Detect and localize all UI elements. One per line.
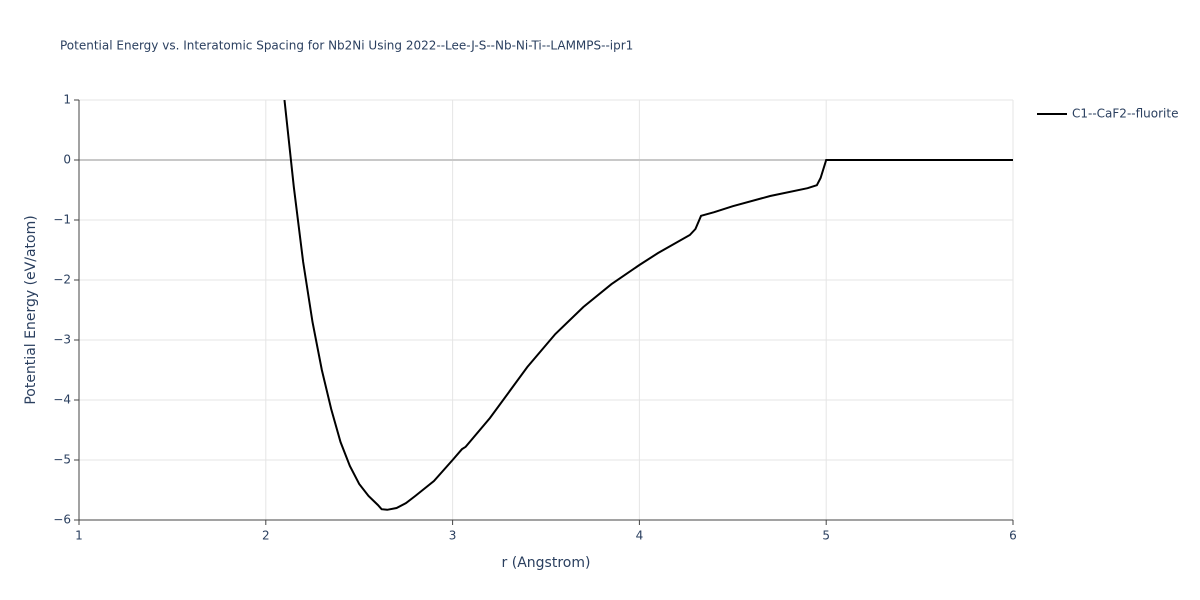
y-tick-label: −6 — [53, 513, 71, 527]
x-tick-label: 6 — [1009, 529, 1017, 543]
y-tick-label: −3 — [53, 333, 71, 347]
line — [283, 100, 1013, 511]
legend-label: C1--CaF2--fluorite — [1072, 107, 1178, 121]
y-tick-label: −1 — [53, 213, 71, 227]
x-axis-label: r (Angstrom) — [502, 555, 591, 571]
x-tick-label: 1 — [75, 529, 83, 543]
x-tick-label: 5 — [822, 529, 830, 543]
y-tick-label: 1 — [63, 93, 71, 107]
y-tick-label: −2 — [53, 273, 71, 287]
y-tick-label: −4 — [53, 393, 71, 407]
x-tick-label: 4 — [636, 529, 644, 543]
x-tick-label: 2 — [262, 529, 270, 543]
x-tick-label: 3 — [449, 529, 457, 543]
y-tick-label: −5 — [53, 453, 71, 467]
y-axis-label: Potential Energy (eV/atom) — [23, 215, 39, 404]
y-tick-label: 0 — [63, 153, 71, 167]
chart-title: Potential Energy vs. Interatomic Spacing… — [60, 39, 633, 53]
